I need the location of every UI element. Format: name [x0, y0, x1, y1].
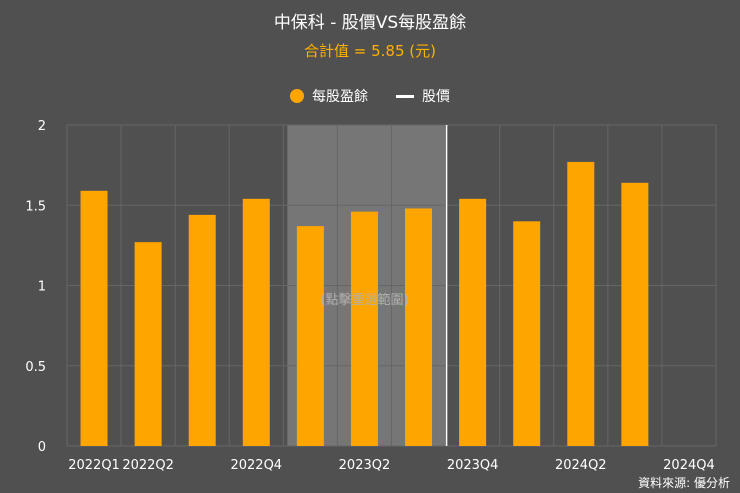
- x-tick-label: 2022Q4: [230, 458, 282, 473]
- legend-label-eps: 每股盈餘: [312, 89, 368, 105]
- legend-item-price[interactable]: 股價: [396, 86, 450, 106]
- y-tick-label: 1: [38, 280, 46, 295]
- bar-2022Q2[interactable]: [134, 242, 162, 446]
- bar-2023Q3[interactable]: [405, 208, 433, 446]
- legend: 每股盈餘 股價: [0, 86, 740, 106]
- x-tick-label: 2024Q2: [555, 458, 607, 473]
- y-tick-label: 0: [38, 440, 46, 455]
- x-tick-label: 2022Q1: [68, 458, 120, 473]
- data-source: 資料來源: 優分析: [638, 476, 730, 490]
- bar-2022Q4[interactable]: [242, 198, 270, 446]
- bar-2024Q3[interactable]: [621, 182, 649, 446]
- bar-2023Q2[interactable]: [350, 211, 378, 446]
- bar-2024Q2[interactable]: [567, 161, 595, 447]
- legend-item-eps[interactable]: 每股盈餘: [290, 86, 368, 106]
- x-tick-label: 2024Q4: [663, 458, 715, 473]
- legend-label-price: 股價: [422, 89, 450, 105]
- legend-line-icon: [396, 94, 414, 98]
- chart-title: 中保科 - 股價VS每股盈餘: [273, 13, 467, 33]
- bar-2024Q1[interactable]: [513, 221, 541, 446]
- legend-dot-icon: [290, 89, 304, 103]
- x-tick-label: 2023Q4: [447, 458, 499, 473]
- x-tick-label: 2022Q2: [122, 458, 174, 473]
- bar-2022Q1[interactable]: [80, 190, 108, 446]
- bar-2023Q4[interactable]: [459, 198, 487, 446]
- y-tick-label: 0.5: [25, 360, 46, 375]
- x-tick-label: 2023Q2: [339, 458, 391, 473]
- chart-subtitle: 合計值 = 5.85 (元): [304, 42, 436, 60]
- y-tick-label: 1.5: [25, 199, 46, 214]
- bar-2023Q1[interactable]: [296, 226, 324, 446]
- selection-hint[interactable]: (點擊重選範圍): [320, 292, 408, 308]
- bar-2022Q3[interactable]: [188, 214, 216, 446]
- y-tick-label: 2: [38, 119, 46, 134]
